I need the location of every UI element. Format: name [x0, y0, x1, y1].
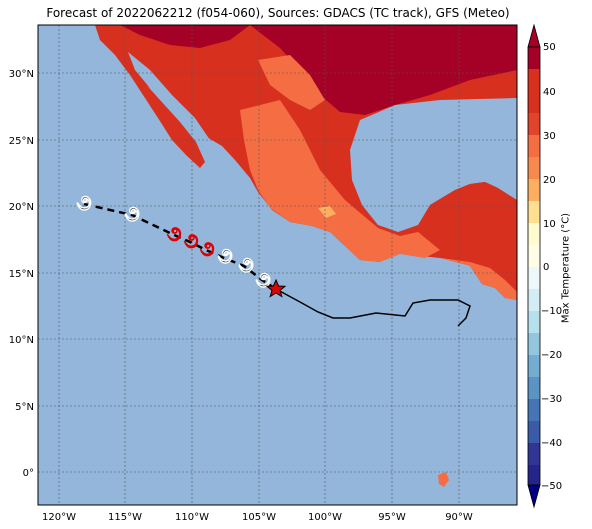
- lon-tick-label: 115°W: [108, 512, 142, 523]
- lon-tick-label: 120°W: [42, 512, 76, 523]
- map-title: Forecast of 2022062212 (f054-060), Sourc…: [46, 6, 510, 20]
- hot-zone-baja: [120, 25, 250, 48]
- colorbar-tick-label: 40: [543, 87, 556, 98]
- plateau-zone: [240, 100, 440, 262]
- island-small: [438, 472, 449, 487]
- lat-tick-label: 15°N: [9, 269, 34, 280]
- baja-california: [96, 25, 205, 168]
- map-frame: [37, 24, 518, 506]
- lat-tick-label: 5°N: [15, 402, 34, 413]
- hot-zone-north: [250, 25, 517, 115]
- lon-tick-label: 95°W: [378, 512, 406, 523]
- colorbar-tick-label: 50: [543, 42, 556, 53]
- colorbar-frame: [527, 46, 541, 486]
- colorbar-tick-label: 30: [543, 131, 556, 142]
- yucatan-peninsula: [430, 182, 500, 240]
- colorbar-segment: [528, 377, 540, 399]
- colorbar-segment: [528, 201, 540, 223]
- colorbar-tick-label: −30: [541, 394, 562, 405]
- lat-tick-label: 0°: [23, 468, 34, 479]
- colorbar-segment: [528, 267, 540, 289]
- highland-zone: [318, 206, 336, 218]
- lat-tick-label: 25°N: [9, 136, 34, 147]
- colorbar-segment: [528, 157, 540, 179]
- lon-tick-label: 90°W: [445, 512, 473, 523]
- colorbar-segment: [528, 179, 540, 201]
- colorbar-tick-label: 0: [543, 262, 549, 273]
- cyclone-icon: ૭: [255, 268, 270, 293]
- cyclone-icon: ૭: [238, 253, 253, 278]
- observed-track-line: [275, 288, 471, 327]
- colorbar-top-extend: [527, 23, 541, 48]
- colorbar-segment: [528, 289, 540, 311]
- lon-tick-label: 100°W: [308, 512, 342, 523]
- colorbar-label: Max Temperature (°C): [560, 212, 572, 324]
- lon-tick-label: 110°W: [175, 512, 209, 523]
- colorbar-segment: [528, 47, 540, 69]
- colorbar-segment: [528, 113, 540, 135]
- cyclone-icon: ૭: [166, 222, 181, 247]
- colorbar-segment: [528, 223, 540, 245]
- cyclone-icon: ૭: [217, 244, 232, 269]
- current-position-star-icon: [265, 278, 287, 298]
- colorbar-tick-label: −50: [541, 481, 562, 492]
- colorbar-segment: [528, 443, 540, 465]
- lon-tick-label: 105°W: [242, 512, 276, 523]
- colorbar-tick-label: 20: [543, 175, 556, 186]
- central-america-zone: [440, 258, 517, 300]
- colorbar-bottom-extend: [527, 484, 541, 509]
- colorbar-segment: [528, 245, 540, 267]
- colorbar-segment: [528, 355, 540, 377]
- plateau-north: [258, 55, 325, 110]
- lat-tick-label: 30°N: [9, 69, 34, 80]
- cyclone-icon: ૭: [199, 237, 214, 262]
- colorbar-segment: [528, 91, 540, 113]
- colorbar-tick-label: 10: [543, 219, 556, 230]
- colorbar-tick-label: −20: [541, 350, 562, 361]
- graticule: [38, 25, 517, 505]
- colorbar-tick-label: −40: [541, 438, 562, 449]
- gulf-of-california: [128, 52, 222, 150]
- colorbar-segment: [528, 399, 540, 421]
- cyclone-symbols: ૭ ૭ ૭ ૭ ૭ ૭ ૭ ૭: [76, 191, 271, 294]
- lat-tick-label: 20°N: [9, 202, 34, 213]
- cyclone-icon: ૭: [76, 191, 91, 216]
- colorbar-segment: [528, 69, 540, 91]
- colorbar-tick-label: −10: [541, 306, 562, 317]
- cyclone-icon: ૭: [124, 202, 139, 227]
- forecast-track-line: [83, 202, 277, 291]
- colorbar-segment: [528, 465, 540, 485]
- colorbar-segment: [528, 333, 540, 355]
- cyclone-icon: ૭: [183, 229, 198, 254]
- colorbar: [527, 23, 541, 509]
- colorbar-segment: [528, 311, 540, 333]
- colorbar-segment: [528, 135, 540, 157]
- colorbar-segment: [528, 421, 540, 443]
- lat-tick-label: 10°N: [9, 335, 34, 346]
